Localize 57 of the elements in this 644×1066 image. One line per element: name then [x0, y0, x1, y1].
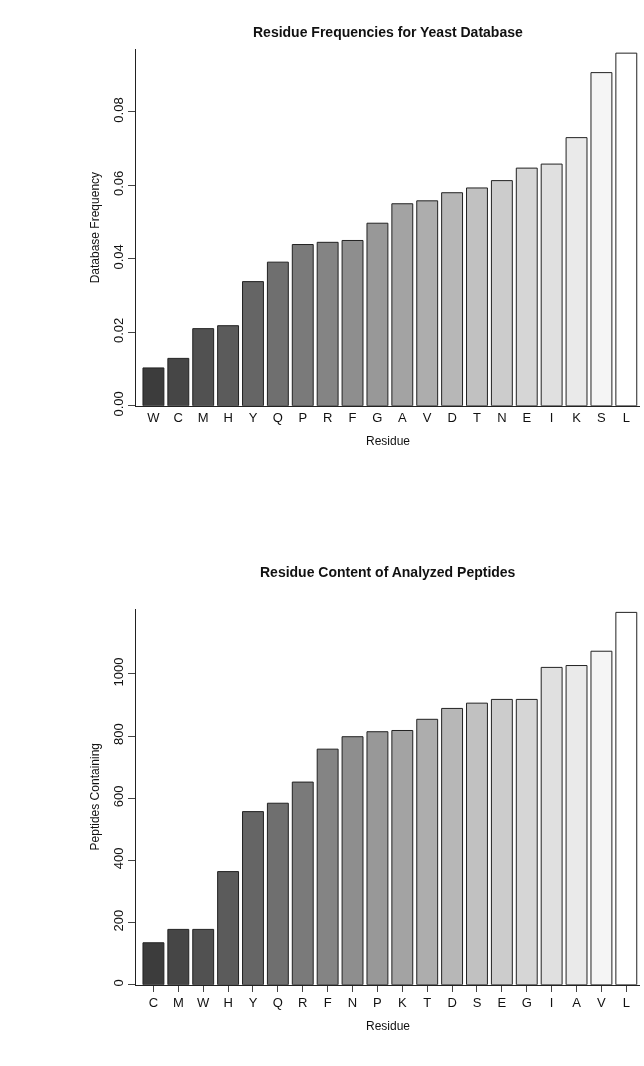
y-tick-label: 400 [110, 847, 126, 870]
x-tick-label: Q [272, 410, 283, 426]
x-tick-label: K [572, 410, 582, 426]
x-tick-label: A [397, 410, 407, 426]
x-axis-title: Residue [365, 434, 411, 449]
x-tick-label: R [322, 410, 333, 426]
x-tick-label: R [298, 995, 308, 1011]
x-tick-label: V [422, 410, 432, 426]
y-tick-label: 0.00 [110, 391, 126, 417]
x-tick-label: Q [272, 995, 283, 1011]
y-tick-label: 200 [110, 909, 126, 932]
x-tick-label: W [197, 995, 211, 1011]
x-tick-label: M [197, 410, 209, 426]
y-axis-title: Database Frequency [88, 171, 103, 284]
y-tick-label: 1000 [110, 657, 126, 687]
x-tick-label: M [172, 995, 184, 1011]
x-tick-label: G [521, 995, 532, 1011]
x-tick-label: P [298, 410, 308, 426]
x-tick-label: D [447, 995, 457, 1011]
x-tick-label: A [572, 995, 582, 1011]
x-tick-label: C [173, 410, 184, 426]
y-tick-label: 0.08 [110, 97, 126, 123]
x-tick-label: S [597, 410, 607, 426]
x-tick-label: F [323, 995, 332, 1011]
x-axis-title: Residue [365, 1019, 411, 1034]
x-tick-label: L [622, 995, 630, 1011]
x-tick-label: E [497, 995, 507, 1011]
x-tick-label: I [549, 995, 554, 1011]
x-tick-label: N [497, 410, 507, 426]
x-tick-label: S [472, 995, 482, 1011]
x-tick-label: P [373, 995, 382, 1011]
y-tick-label: 600 [110, 785, 126, 808]
x-tick-label: I [549, 410, 554, 426]
x-tick-label: W [147, 410, 161, 426]
chart-title: Residue Content of Analyzed Peptides [260, 564, 516, 580]
y-tick-label: 0.04 [110, 244, 126, 270]
x-tick-label: L [622, 410, 630, 426]
x-tick-label: T [473, 410, 481, 426]
y-tick-label: 0.02 [110, 317, 126, 344]
x-tick-label: H [223, 995, 233, 1011]
x-tick-label: Y [248, 410, 258, 426]
chart-title: Residue Frequencies for Yeast Database [253, 24, 523, 40]
x-tick-label: C [148, 995, 159, 1011]
x-tick-label: H [223, 410, 233, 426]
y-tick-label: 0.06 [110, 170, 126, 197]
x-tick-label: F [348, 410, 357, 426]
x-tick-label: E [522, 410, 532, 426]
x-tick-label: N [347, 995, 358, 1011]
x-tick-label: D [447, 410, 457, 426]
x-tick-label: Y [248, 995, 258, 1011]
x-tick-label: V [597, 995, 607, 1011]
x-tick-label: G [372, 410, 383, 426]
x-tick-label: T [423, 995, 432, 1011]
y-tick-label: 0 [110, 979, 126, 987]
y-axis-title: Peptides Containing [88, 742, 103, 851]
y-tick-label: 800 [110, 723, 126, 745]
x-tick-label: K [397, 995, 407, 1011]
